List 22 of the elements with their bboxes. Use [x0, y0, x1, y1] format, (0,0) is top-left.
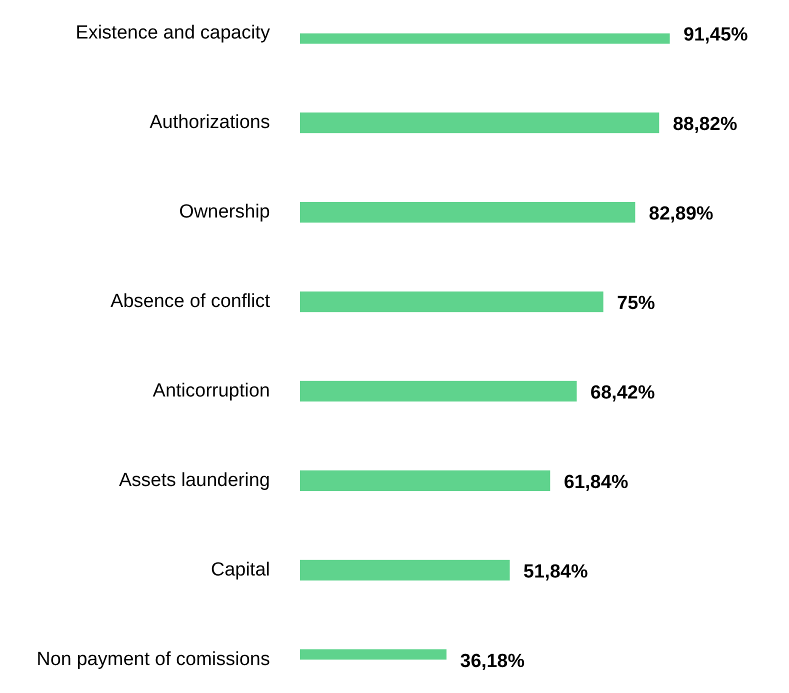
- data-label: 91,45%: [683, 24, 748, 46]
- data-label: 75%: [617, 293, 656, 314]
- bar: [300, 202, 636, 223]
- y-tick-label: Ownership: [179, 202, 270, 223]
- bar: [300, 380, 577, 402]
- data-label: 68,42%: [590, 382, 655, 404]
- data-label: 61,84%: [564, 472, 628, 493]
- data-label: 82,89%: [648, 204, 714, 225]
- y-tick-label: Existence and capacity: [76, 22, 270, 44]
- bar: [300, 291, 604, 312]
- data-label: 51,84%: [523, 561, 588, 582]
- y-tick-label: Assets laundering: [118, 470, 270, 491]
- y-tick-label: Authorizations: [150, 112, 270, 134]
- data-label: 36,18%: [460, 650, 525, 672]
- y-tick-label: Capital: [210, 559, 270, 580]
- data-label: 88,82%: [672, 114, 738, 136]
- y-tick-label: Non payment of comissions: [36, 648, 270, 670]
- y-tick-label: Absence of conflict: [110, 291, 271, 312]
- bar: [300, 470, 550, 492]
- bar: [300, 560, 510, 580]
- bar: [300, 112, 660, 134]
- y-tick-label: Anticorruption: [152, 380, 270, 402]
